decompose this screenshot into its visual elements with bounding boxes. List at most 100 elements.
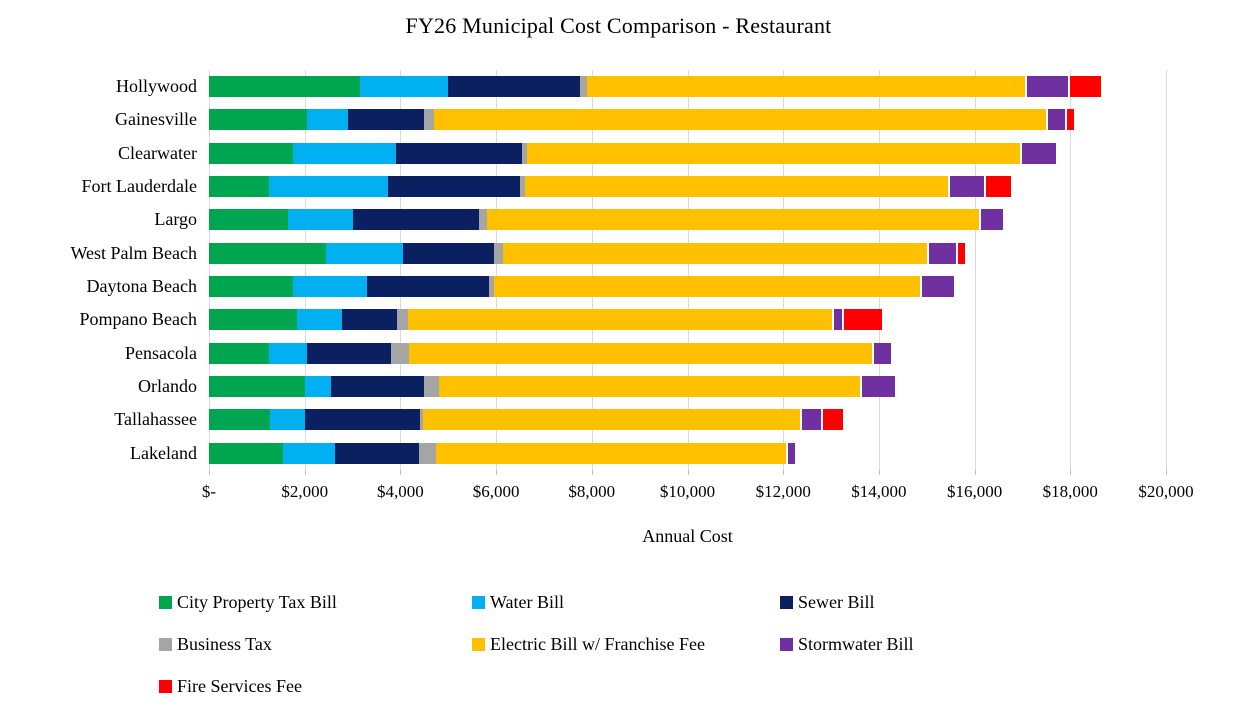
bar-segment-sewer-bill	[347, 109, 425, 131]
chart-title: FY26 Municipal Cost Comparison - Restaur…	[405, 13, 832, 38]
bar-segment-stormwater-bill	[872, 342, 892, 364]
gridline	[783, 70, 785, 470]
category-label: Tallahassee	[114, 409, 197, 430]
bar-segment-city-property-tax-bill	[209, 242, 327, 264]
stacked-bar	[209, 76, 1166, 98]
axis-tick-mark	[400, 470, 402, 475]
legend-swatch-icon	[472, 638, 485, 651]
x-tick-label: $-	[201, 482, 217, 501]
bar-row	[209, 270, 1166, 303]
bar-segment-fire-services-fee	[956, 242, 965, 264]
bar-segment-city-property-tax-bill	[209, 376, 305, 398]
bar-segment-sewer-bill	[388, 176, 521, 198]
bar-segment-water-bill	[283, 442, 335, 464]
x-tick-label: $20,000	[1138, 482, 1194, 501]
category-label: Fort Lauderdale	[81, 176, 197, 197]
bar-segment-water-bill	[307, 109, 348, 131]
bar-segment-stormwater-bill	[920, 276, 955, 298]
bar-segment-electric-bill-w-franchise-fee	[586, 76, 1025, 98]
axis-tick-mark	[304, 470, 306, 475]
stacked-bar	[209, 409, 1166, 431]
bars-container	[209, 70, 1166, 470]
gridline	[1070, 70, 1072, 470]
x-tick-label: $2,000	[281, 482, 329, 501]
legend: City Property Tax Bill Water Bill Sewer Bi…	[159, 592, 1210, 715]
legend-swatch-icon	[472, 596, 485, 609]
category-label: Pompano Beach	[79, 309, 197, 330]
gridline	[974, 70, 976, 470]
bar-segment-business-tax	[419, 409, 423, 431]
bar-segment-sewer-bill	[352, 209, 480, 231]
bar-segment-city-property-tax-bill	[209, 342, 269, 364]
bar-segment-electric-bill-w-franchise-fee	[524, 176, 949, 198]
gridline	[687, 70, 689, 470]
stacked-bar	[209, 376, 1166, 398]
bar-segment-stormwater-bill	[799, 409, 821, 431]
bar-segment-electric-bill-w-franchise-fee	[433, 109, 1047, 131]
bar-segment-sewer-bill	[402, 242, 494, 264]
stacked-bar	[209, 176, 1166, 198]
bar-segment-city-property-tax-bill	[209, 142, 293, 164]
bar-segment-city-property-tax-bill	[209, 442, 284, 464]
legend-label: Water Bill	[490, 592, 565, 612]
legend-swatch-icon	[780, 638, 793, 651]
legend-label: City Property Tax Bill	[177, 592, 337, 612]
axis-tick-mark	[591, 470, 593, 475]
x-tick-label: $6,000	[472, 482, 520, 501]
bar-segment-business-tax	[397, 309, 408, 331]
axis-tick-mark	[878, 470, 880, 475]
bar-segment-city-property-tax-bill	[209, 209, 288, 231]
x-tick-label: $18,000	[1042, 482, 1098, 501]
bar-segment-water-bill	[292, 142, 396, 164]
bar-segment-city-property-tax-bill	[209, 309, 297, 331]
category-label: Largo	[154, 209, 197, 230]
bar-row	[209, 437, 1166, 470]
bar-segment-sewer-bill	[331, 376, 425, 398]
legend-item: Fire Services Fee	[159, 676, 472, 697]
bar-row	[209, 70, 1166, 103]
stacked-bar	[209, 109, 1166, 131]
category-label: Daytona Beach	[86, 276, 197, 297]
stacked-bar	[209, 342, 1166, 364]
gridline	[878, 70, 880, 470]
bar-segment-electric-bill-w-franchise-fee	[486, 209, 980, 231]
bar-segment-water-bill	[359, 76, 449, 98]
bar-row	[209, 303, 1166, 336]
bar-row	[209, 237, 1166, 270]
bar-segment-electric-bill-w-franchise-fee	[422, 409, 800, 431]
bar-segment-stormwater-bill	[832, 309, 843, 331]
stacked-bar	[209, 276, 1166, 298]
stacked-bar	[209, 209, 1166, 231]
bar-segment-water-bill	[268, 342, 308, 364]
bar-segment-sewer-bill	[334, 442, 420, 464]
x-axis-ticks: $- $2,000 $4,000 $6,000 $8,000 $10,000 $12,000…	[202, 482, 1194, 504]
gridline	[1166, 70, 1167, 470]
legend-label: Sewer Bill	[798, 592, 875, 612]
bar-segment-electric-bill-w-franchise-fee	[439, 376, 861, 398]
legend-item: City Property Tax Bill	[159, 592, 472, 613]
bar-segment-stormwater-bill	[926, 242, 957, 264]
bar-segment-business-tax	[579, 76, 587, 98]
x-tick-label: $10,000	[659, 482, 716, 501]
legend-label: Stormwater Bill	[798, 634, 914, 654]
bar-segment-electric-bill-w-franchise-fee	[408, 342, 873, 364]
legend-item: Sewer Bill	[780, 592, 1210, 613]
gridline	[209, 70, 210, 470]
bar-segment-stormwater-bill	[1046, 109, 1065, 131]
bar-segment-electric-bill-w-franchise-fee	[435, 442, 786, 464]
gridline	[591, 70, 593, 470]
bar-segment-stormwater-bill	[860, 376, 895, 398]
bar-segment-city-property-tax-bill	[209, 176, 269, 198]
axis-tick-mark	[783, 470, 785, 475]
category-label: Lakeland	[130, 442, 197, 463]
bar-segment-stormwater-bill	[1024, 76, 1068, 98]
category-label: Orlando	[138, 376, 197, 397]
category-label: Gainesville	[115, 109, 197, 130]
bar-segment-business-tax	[488, 276, 495, 298]
stacked-bar	[209, 242, 1166, 264]
bar-row	[209, 137, 1166, 170]
gridline	[304, 70, 306, 470]
x-tick-label: $14,000	[851, 482, 907, 501]
bar-segment-electric-bill-w-franchise-fee	[494, 276, 921, 298]
stacked-bar	[209, 142, 1166, 164]
